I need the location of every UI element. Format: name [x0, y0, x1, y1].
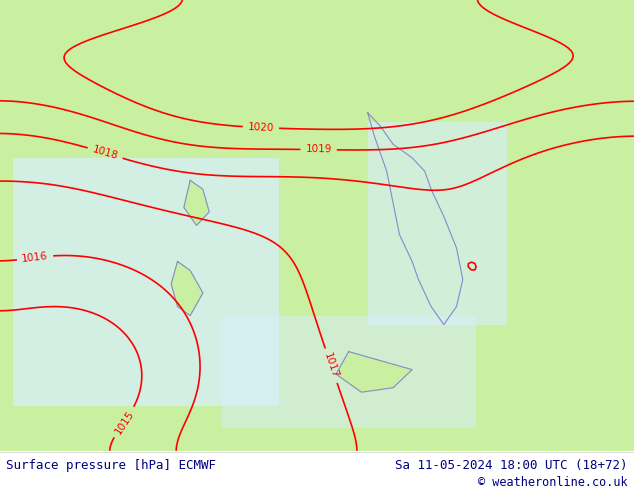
Text: 1018: 1018 — [91, 145, 119, 162]
Bar — [222, 316, 476, 428]
Polygon shape — [184, 180, 209, 225]
Text: 1016: 1016 — [22, 251, 49, 264]
Text: 1015: 1015 — [113, 409, 136, 436]
Text: Surface pressure [hPa] ECMWF: Surface pressure [hPa] ECMWF — [6, 459, 216, 472]
Text: 1020: 1020 — [248, 122, 275, 133]
Text: © weatheronline.co.uk: © weatheronline.co.uk — [478, 476, 628, 490]
Polygon shape — [336, 352, 412, 392]
Bar — [368, 122, 507, 324]
Text: Sa 11-05-2024 18:00 UTC (18+72): Sa 11-05-2024 18:00 UTC (18+72) — [395, 459, 628, 472]
Polygon shape — [171, 262, 203, 316]
Text: 1017: 1017 — [322, 352, 340, 380]
Bar — [13, 158, 279, 406]
Text: 1019: 1019 — [306, 145, 332, 155]
